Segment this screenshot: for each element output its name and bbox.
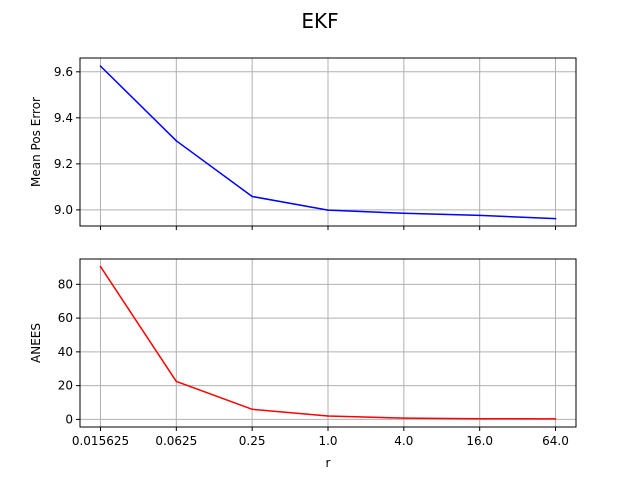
- x-tick-label: 1.0: [318, 434, 337, 448]
- axes-frame: [79, 57, 577, 227]
- data-point: [99, 265, 102, 268]
- x-tick-label: 64.0: [542, 434, 569, 448]
- y-tick-label: 80: [58, 277, 73, 291]
- data-point: [554, 217, 557, 220]
- x-tick-label: 4.0: [394, 434, 413, 448]
- y-tick-label: 60: [58, 311, 73, 325]
- x-tick-label: 0.0625: [155, 434, 197, 448]
- data-point: [175, 380, 178, 383]
- y-tick-label: 9.6: [54, 65, 73, 79]
- y-tick-label: 20: [58, 379, 73, 393]
- data-point: [478, 417, 481, 420]
- data-point: [99, 65, 102, 67]
- y-tick-label: 40: [58, 345, 73, 359]
- data-point: [251, 408, 253, 411]
- data-point: [251, 195, 253, 198]
- x-tick-label: 16.0: [466, 434, 493, 448]
- data-point: [327, 209, 329, 211]
- x-tick-label: 0.015625: [72, 434, 129, 448]
- x-tick-label: 0.25: [239, 434, 266, 448]
- data-point: [175, 140, 178, 142]
- y-axis-label: Mean Pos Error: [29, 97, 43, 187]
- data-point: [403, 417, 405, 419]
- y-tick-label: 0: [65, 412, 73, 426]
- y-tick-label: 9.4: [54, 111, 73, 125]
- figure-title: EKF: [301, 9, 338, 33]
- y-tick-label: 9.0: [54, 203, 73, 217]
- top-panel-mean-pos-error: 9.0 9.2 9.4 9.6 Mean Pos Error: [29, 57, 577, 230]
- data-point: [403, 212, 405, 215]
- data-point: [327, 415, 329, 417]
- x-axis-label: r: [326, 456, 331, 470]
- data-point: [478, 214, 481, 217]
- bottom-panel-anees: 0.015625 0.0625 0.25 1.0 4.0 16.0 64.0 0 20 40 60 8…: [29, 258, 577, 470]
- y-axis-label: ANEES: [29, 323, 43, 363]
- data-point: [554, 418, 557, 420]
- axes-frame: [79, 258, 577, 428]
- y-tick-label: 9.2: [54, 157, 73, 171]
